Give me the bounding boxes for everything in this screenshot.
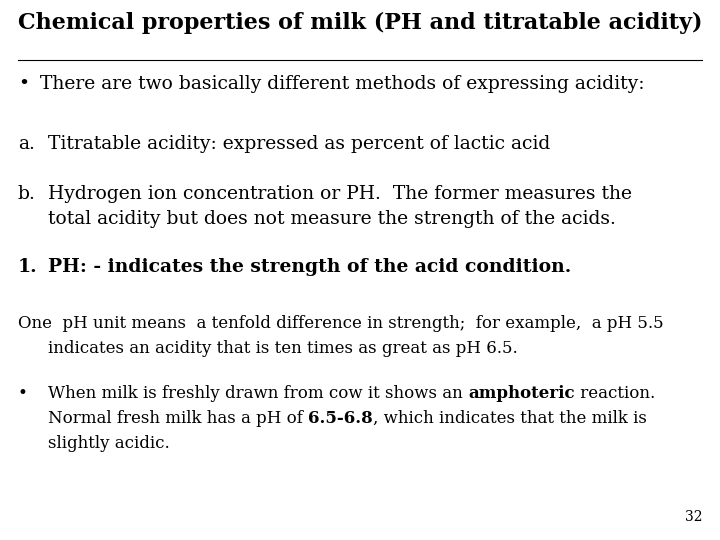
Text: There are two basically different methods of expressing acidity:: There are two basically different method… bbox=[40, 75, 644, 93]
Text: Chemical properties of milk (PH and titratable acidity): Chemical properties of milk (PH and titr… bbox=[18, 12, 703, 34]
Text: total acidity but does not measure the strength of the acids.: total acidity but does not measure the s… bbox=[48, 210, 616, 228]
Text: indicates an acidity that is ten times as great as pH 6.5.: indicates an acidity that is ten times a… bbox=[48, 340, 518, 357]
Text: •: • bbox=[18, 385, 28, 402]
Text: b.: b. bbox=[18, 185, 36, 203]
Text: Hydrogen ion concentration or PH.  The former measures the: Hydrogen ion concentration or PH. The fo… bbox=[48, 185, 632, 203]
Text: , which indicates that the milk is: , which indicates that the milk is bbox=[373, 410, 647, 427]
Text: reaction.: reaction. bbox=[575, 385, 655, 402]
Text: 1.: 1. bbox=[18, 258, 37, 276]
Text: amphoteric: amphoteric bbox=[468, 385, 575, 402]
Text: •: • bbox=[18, 75, 29, 93]
Text: One  pH unit means  a tenfold difference in strength;  for example,  a pH 5.5: One pH unit means a tenfold difference i… bbox=[18, 315, 664, 332]
Text: slightly acidic.: slightly acidic. bbox=[48, 435, 170, 452]
Text: PH: - indicates the strength of the acid condition.: PH: - indicates the strength of the acid… bbox=[48, 258, 571, 276]
Text: When milk is freshly drawn from cow it shows an: When milk is freshly drawn from cow it s… bbox=[48, 385, 468, 402]
Text: 32: 32 bbox=[685, 510, 703, 524]
Text: 6.5-6.8: 6.5-6.8 bbox=[308, 410, 373, 427]
Text: Titratable acidity: expressed as percent of lactic acid: Titratable acidity: expressed as percent… bbox=[48, 135, 550, 153]
Text: a.: a. bbox=[18, 135, 35, 153]
Text: Normal fresh milk has a pH of: Normal fresh milk has a pH of bbox=[48, 410, 308, 427]
